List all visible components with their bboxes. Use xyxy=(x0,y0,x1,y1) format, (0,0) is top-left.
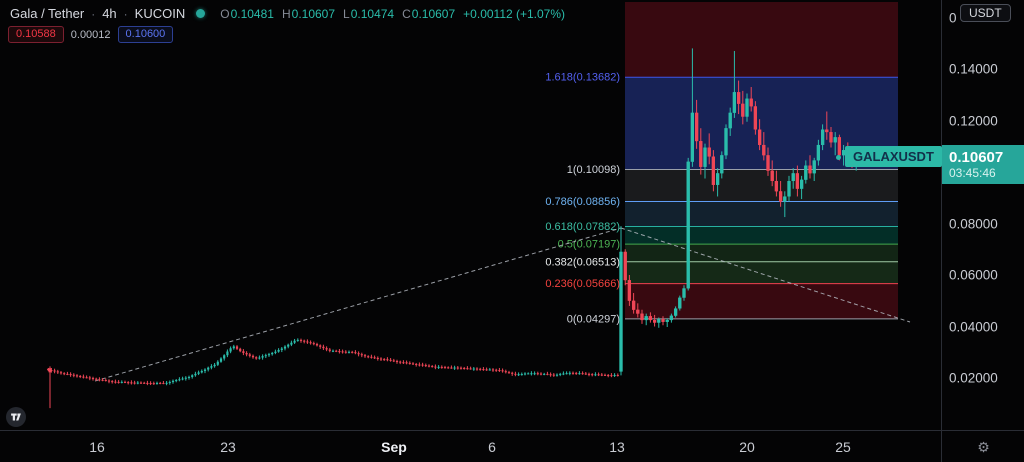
price-chart[interactable]: 1.618(0.13682) 1(0.10098) 0.786(0.08856) 0.… xyxy=(0,0,941,430)
time-tick-label: 25 xyxy=(835,439,851,455)
svg-text:0.786(0.08856): 0.786(0.08856) xyxy=(545,196,620,208)
current-price-value: 0.10607 xyxy=(949,149,1004,166)
time-tick-label: 13 xyxy=(609,439,625,455)
svg-text:1.618(0.13682): 1.618(0.13682) xyxy=(545,72,620,84)
price-axis[interactable]: 0 0.14000 0.12000 0.08000 0.06000 0.04000 0.02… xyxy=(941,0,1024,462)
spread-value: 0.00012 xyxy=(70,28,111,41)
price-tick-label: 0.12000 xyxy=(949,113,998,128)
exchange-label: KUCOIN xyxy=(134,6,186,21)
axis-settings-corner: ⚙ xyxy=(941,430,1024,462)
close-value: 0.10607 xyxy=(411,6,456,21)
svg-text:0.618(0.07882): 0.618(0.07882) xyxy=(545,221,620,233)
time-tick-label: 23 xyxy=(220,439,236,455)
svg-text:0.382(0.06513): 0.382(0.06513) xyxy=(545,256,620,268)
change-value: +0.00112 (+1.07%) xyxy=(463,6,566,21)
svg-text:0.236(0.05666): 0.236(0.05666) xyxy=(545,278,620,290)
price-tick-label: 0.02000 xyxy=(949,370,998,386)
price-tick-label: 0.04000 xyxy=(949,319,998,334)
svg-text:0.5(0.07197): 0.5(0.07197) xyxy=(558,239,620,251)
time-tick-label: 20 xyxy=(739,439,755,455)
currency-toggle-button[interactable]: USDT xyxy=(960,4,1011,22)
trendlines xyxy=(94,227,911,382)
buy-button[interactable]: 0.10600 xyxy=(117,26,174,43)
tradingview-logo-icon[interactable] xyxy=(6,407,26,427)
quote-row: 0.10588 0.00012 0.10600 xyxy=(8,26,174,43)
price-tick-label: 0 xyxy=(949,10,957,25)
interval-button[interactable]: 4h xyxy=(102,6,117,21)
candlesticks xyxy=(47,48,867,409)
time-tick-label: Sep xyxy=(381,439,407,455)
symbol-title[interactable]: Gala / Tether xyxy=(10,6,85,21)
bar-countdown: 03:45:46 xyxy=(949,166,996,180)
price-tag-dot-icon xyxy=(836,155,841,160)
separator: · xyxy=(123,6,128,21)
svg-text:1(0.10098): 1(0.10098) xyxy=(567,164,620,176)
high-value: 0.10607 xyxy=(291,6,336,21)
market-status-icon xyxy=(196,9,206,18)
separator: · xyxy=(91,6,96,21)
open-value: 0.10481 xyxy=(230,6,274,21)
gear-icon[interactable]: ⚙ xyxy=(977,439,990,455)
time-tick-label: 6 xyxy=(488,439,496,455)
time-tick-label: 16 xyxy=(89,439,105,455)
svg-text:0(0.04297): 0(0.04297) xyxy=(567,313,620,325)
price-tick-label: 0.06000 xyxy=(949,267,998,283)
fib-zones xyxy=(625,2,898,319)
ohlc-readout: O0.10481 H0.10607 L0.10474 C0.10607 +0.0… xyxy=(220,6,566,21)
symbol-price-tag[interactable]: GALAXUSDT xyxy=(845,146,942,167)
price-tick-label: 0.08000 xyxy=(949,216,998,231)
sell-button[interactable]: 0.10588 xyxy=(8,26,64,43)
current-price-label[interactable]: 0.10607 03:45:46 xyxy=(942,145,1024,184)
price-tick-label: 0.14000 xyxy=(949,61,998,77)
time-axis[interactable]: 16 23 Sep 6 13 20 25 xyxy=(0,430,941,462)
low-value: 0.10474 xyxy=(350,6,395,21)
chart-header: Gala / Tether · 4h · KUCOIN O0.10481 H0.… xyxy=(10,6,565,21)
